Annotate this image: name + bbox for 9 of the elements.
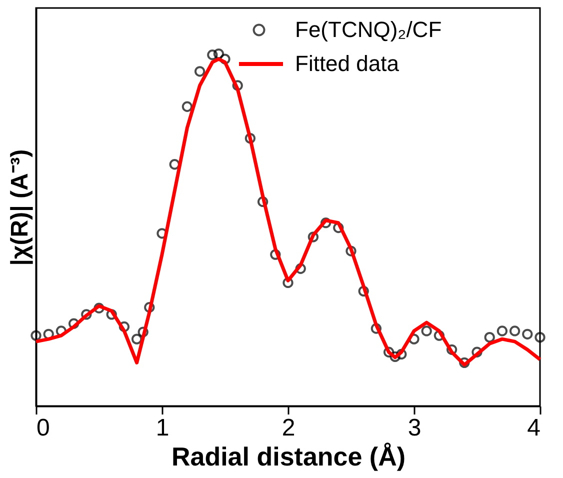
- x-tick-label: 3: [408, 414, 422, 442]
- x-axis-title: Radial distance (Å): [171, 442, 406, 472]
- legend-label: Fitted data: [295, 51, 400, 76]
- x-tick-label: 0: [36, 414, 50, 442]
- x-tick-label: 1: [156, 414, 170, 442]
- x-tick-label: 2: [282, 414, 296, 442]
- x-tick-label: 4: [527, 414, 540, 442]
- legend-label: Fe(TCNQ)₂/CF: [295, 17, 442, 42]
- y-axis-title: |χ(R)| (A⁻³): [6, 149, 34, 266]
